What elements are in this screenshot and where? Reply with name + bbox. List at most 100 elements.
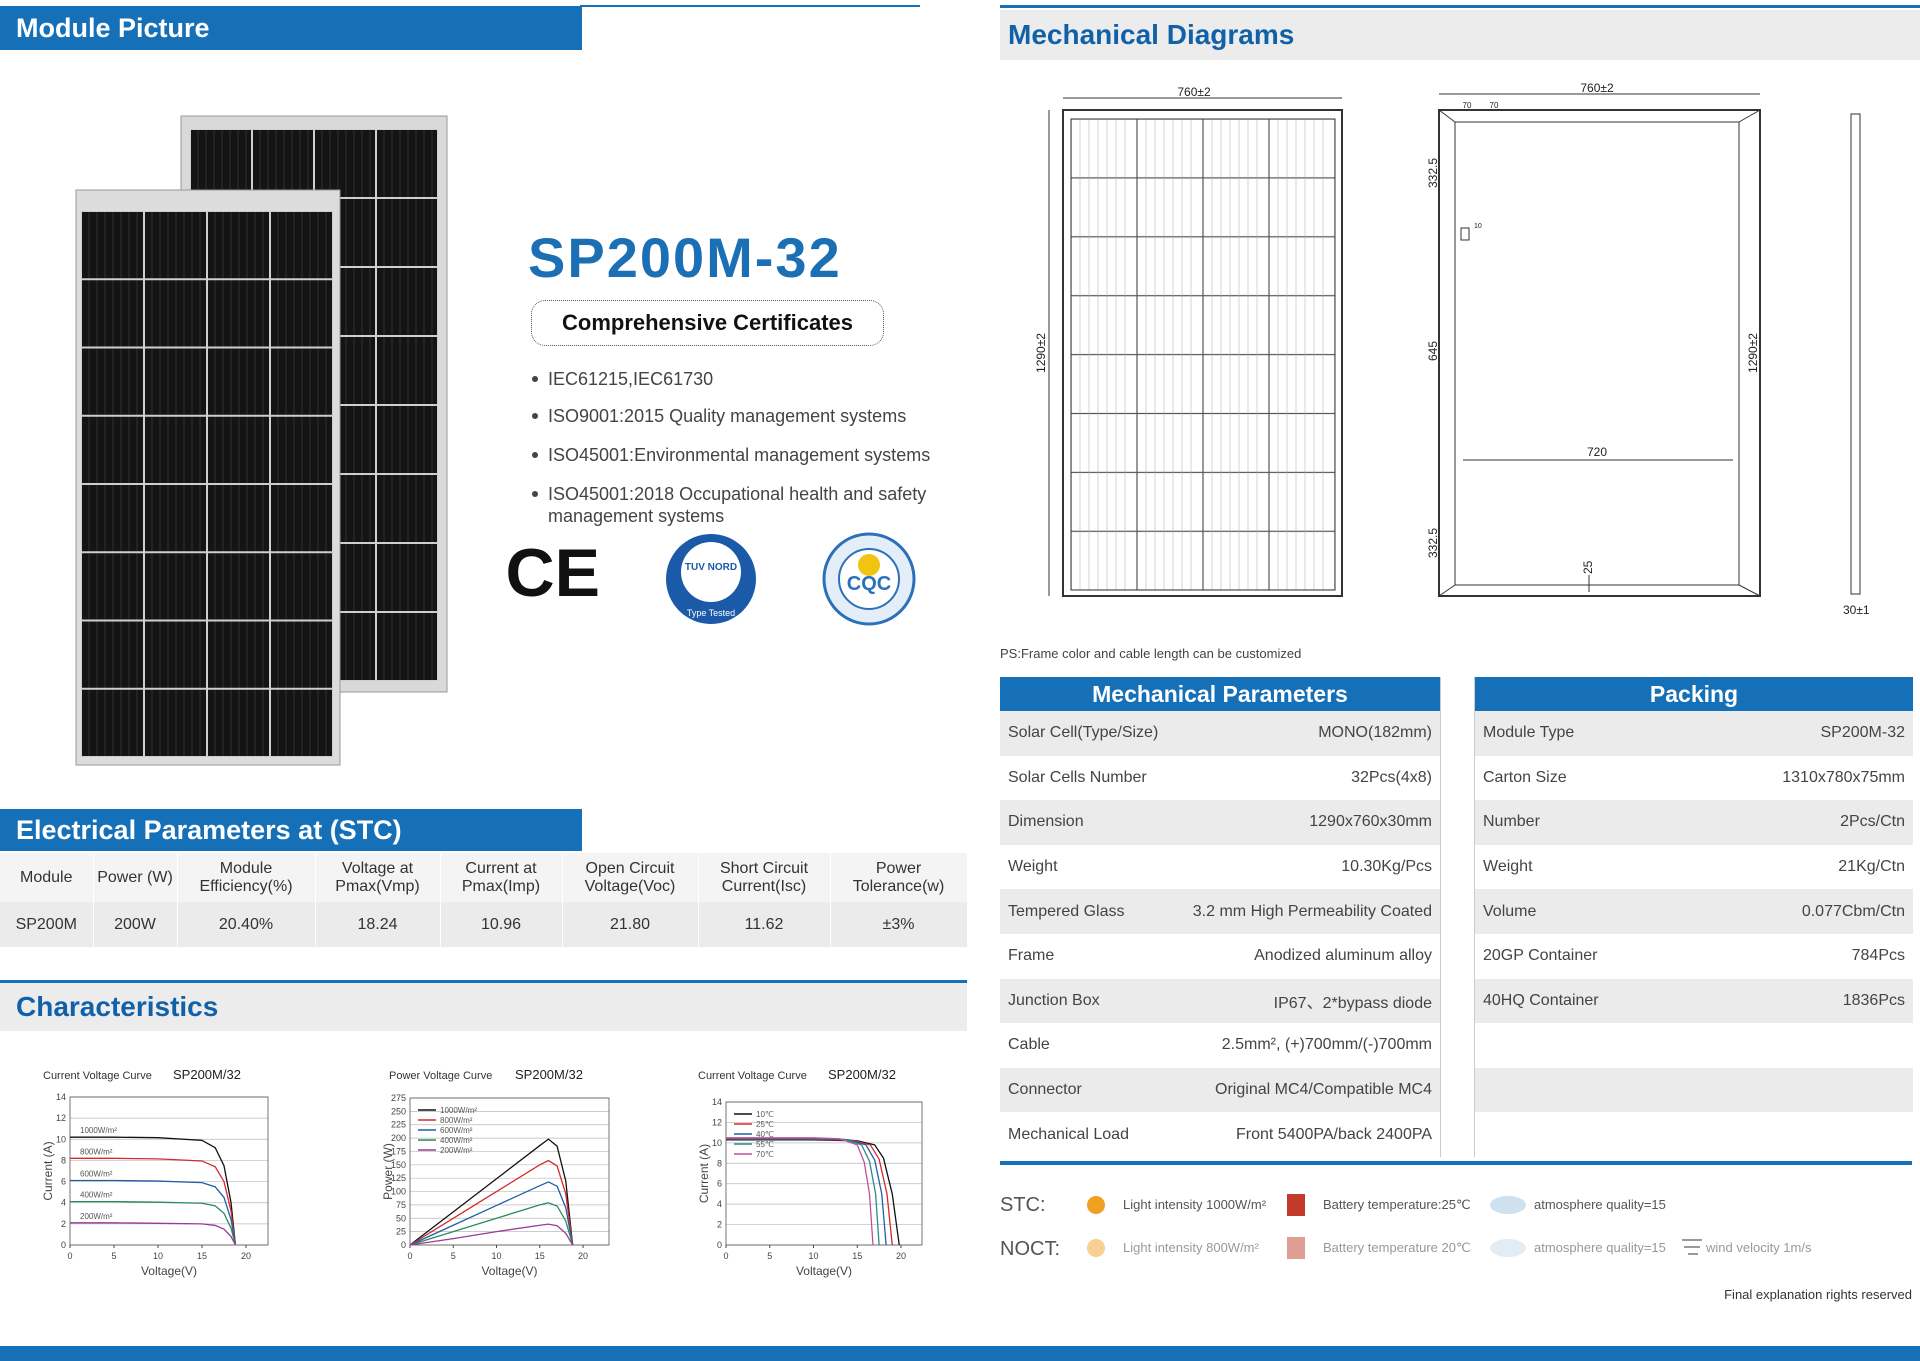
ce-logo: CE (506, 535, 600, 611)
row: Weight 10.30Kg/Pcs (1000, 845, 1440, 890)
tuv-sub: Type Tested (687, 608, 735, 618)
key: Mechanical Load (1008, 1125, 1129, 1143)
mechanical-table: Mechanical Parameters Solar Cell(Type/Si… (1000, 677, 1441, 1157)
chart-subtitle: SP200M/32 (828, 1067, 896, 1082)
x-tick-label: 20 (896, 1251, 906, 1261)
x-tick-label: 0 (723, 1251, 728, 1261)
series-line (409, 1202, 574, 1246)
y-tick-label: 8 (717, 1158, 722, 1168)
y-tick-label: 12 (56, 1113, 66, 1123)
dim-label: 760±2 (1177, 85, 1211, 99)
legend-label: 55℃ (756, 1140, 774, 1149)
y-tick-label: 150 (391, 1160, 406, 1170)
row: Dimension 1290x760x30mm (1000, 800, 1440, 845)
y-tick-label: 225 (391, 1120, 406, 1130)
corner (1438, 109, 1456, 123)
row: Carton Size 1310x780x75mm (1475, 756, 1913, 801)
row: Junction Box IP67、2*bypass diode (1000, 978, 1440, 1024)
cqc-logo (838, 548, 900, 610)
battery-icon (1287, 1194, 1305, 1216)
cloud-icon (1490, 1196, 1526, 1214)
series-line (70, 1157, 237, 1246)
y-tick-label: 0 (401, 1240, 406, 1250)
packing-table: Packing Module Type SP200M-32 Carton Size 1… (1474, 677, 1913, 1157)
row: Mechanical Load Front 5400PA/back 2400PA (1000, 1112, 1440, 1157)
dim-label: 10 (1474, 223, 1482, 230)
cell: 21.80 (562, 902, 699, 947)
x-tick-label: 0 (67, 1251, 72, 1261)
noct-label: NOCT: (1000, 1238, 1060, 1260)
plot-frame (409, 1097, 610, 1246)
footer-note: Final explanation rights reserved (1724, 1287, 1912, 1302)
legend-label: 1000W/m² (440, 1106, 477, 1115)
dim-label: 1290±2 (1746, 333, 1760, 373)
series-line (409, 1159, 574, 1246)
header-cell: Voltage at Pmax(Vmp) (315, 853, 441, 902)
legend-label: 800W/m² (440, 1116, 473, 1125)
model-title: SP200M-32 (528, 226, 842, 289)
side-view (1850, 113, 1861, 595)
corner (1738, 109, 1761, 123)
value: Original MC4/Compatible MC4 (1215, 1081, 1432, 1099)
row: Number 2Pcs/Ctn (1475, 800, 1913, 845)
dim-label: 332.5 (1426, 528, 1440, 558)
row: 20GP Container 784Pcs (1475, 934, 1913, 979)
table-body: Solar Cell(Type/Size) MONO(182mm) Solar Ce… (1000, 711, 1440, 1157)
row: Volume 0.077Cbm/Ctn (1475, 889, 1913, 934)
header-cell: Open Circuit Voltage(Voc) (562, 853, 699, 902)
y-tick-label: 4 (61, 1198, 66, 1208)
cqc-text: CQC (847, 573, 891, 595)
legend-label: 1000W/m² (80, 1126, 117, 1135)
top-rule (580, 5, 920, 7)
y-tick-label: 0 (717, 1240, 722, 1250)
y-tick-label: 14 (56, 1092, 66, 1102)
header-cell: Module Efficiency(%) (177, 853, 316, 902)
value: 1836Pcs (1842, 991, 1905, 1009)
cert-item: ISO9001:2015 Quality management systems (530, 405, 988, 427)
y-tick-label: 10 (56, 1134, 66, 1144)
x-tick-label: 10 (492, 1251, 502, 1261)
legend-label: 800W/m² (80, 1147, 113, 1156)
top-rule (1000, 5, 1920, 8)
y-tick-label: 75 (396, 1200, 406, 1210)
dim-label: 332.5 (1426, 158, 1440, 188)
stc-item: Light intensity 1000W/m² (1123, 1197, 1267, 1212)
noct-item: atmosphere quality=15 (1534, 1240, 1666, 1255)
table-body: Module Power (W) Module Efficiency(%) Volta… (0, 853, 968, 947)
electrical-table: Module Power (W) Module Efficiency(%) Volta… (0, 853, 968, 947)
legend-label: 40℃ (756, 1130, 774, 1139)
legend-label: 200W/m² (80, 1212, 113, 1221)
y-tick-label: 275 (391, 1093, 406, 1103)
plot-frame (69, 1096, 269, 1246)
stc-item: atmosphere quality=15 (1534, 1197, 1666, 1212)
row: Weight 21Kg/Ctn (1475, 845, 1913, 890)
x-tick-label: 10 (808, 1251, 818, 1261)
dim-label: 70 (1463, 101, 1472, 110)
row: 40HQ Container 1836Pcs (1475, 978, 1913, 1024)
stc-item: Battery temperature:25℃ (1323, 1197, 1471, 1212)
frame (1062, 109, 1343, 597)
y-tick-label: 6 (717, 1179, 722, 1189)
y-axis-label: Power (W) (381, 1143, 395, 1200)
icons (1087, 1194, 1702, 1259)
series-line (70, 1222, 237, 1246)
frame (1438, 109, 1761, 597)
row: Solar Cell(Type/Size) MONO(182mm) (1000, 711, 1440, 756)
cell: 10.96 (440, 902, 563, 947)
box (1460, 227, 1470, 241)
y-axis-label: Current (A) (697, 1144, 711, 1203)
series-line (726, 1139, 900, 1246)
value: 3.2 mm High Permeability Coated (1192, 902, 1432, 920)
series-line (409, 1223, 574, 1246)
series-line (409, 1181, 574, 1246)
plot-frame (725, 1101, 923, 1246)
cert-item: IEC61215,IEC61730 (530, 368, 988, 390)
cells (1070, 118, 1336, 591)
y-tick-label: 200 (391, 1133, 406, 1143)
series-line (70, 1136, 237, 1246)
x-axis-label: Voltage(V) (481, 1264, 537, 1278)
y-tick-label: 175 (391, 1146, 406, 1156)
section-header: Characteristics (16, 991, 219, 1022)
y-tick-label: 250 (391, 1106, 406, 1116)
y-tick-label: 2 (61, 1219, 66, 1229)
